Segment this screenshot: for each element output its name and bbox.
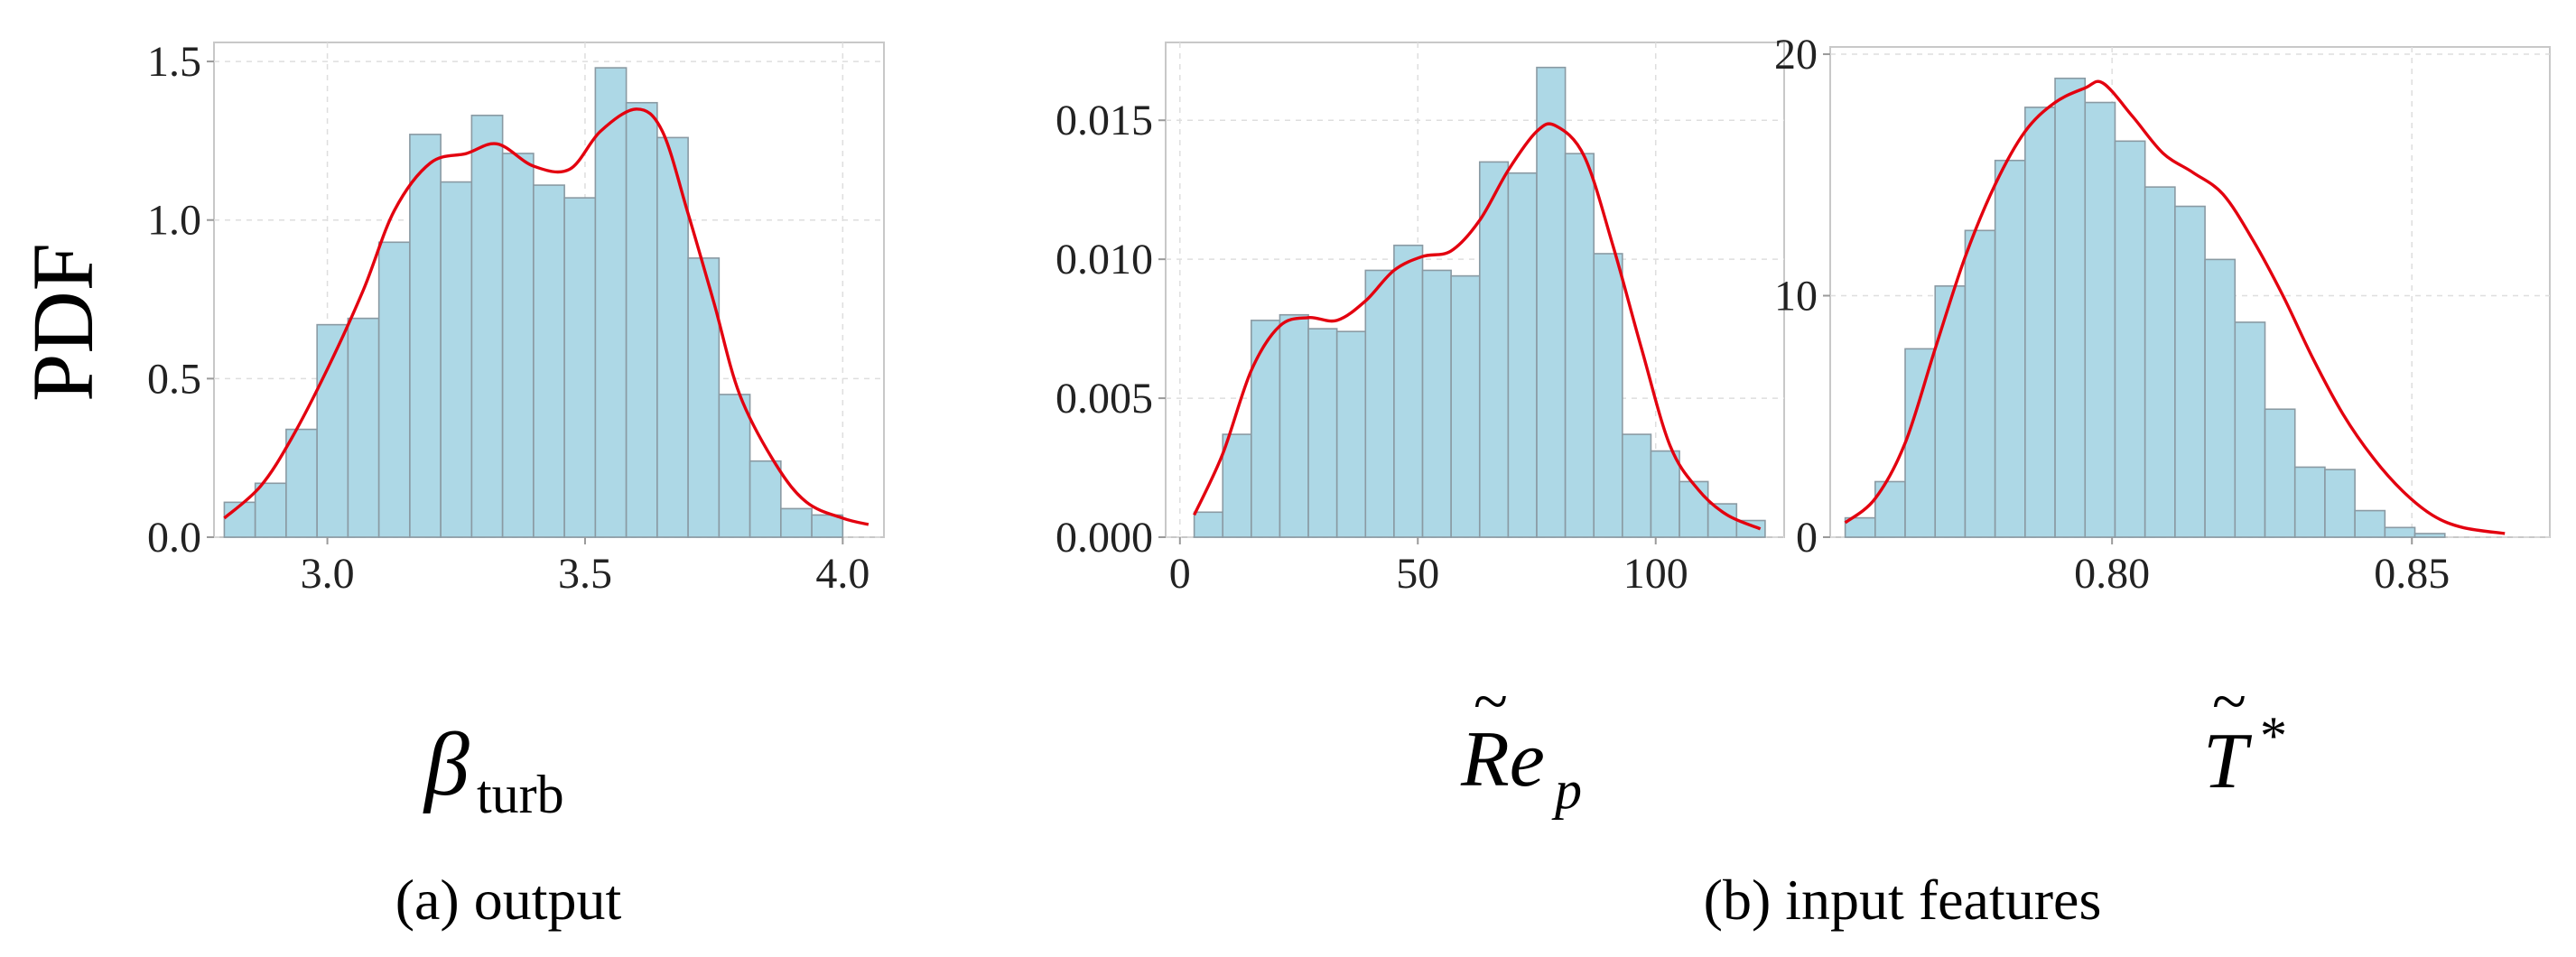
x-axis-label-beta-turb: β turb [423,714,564,824]
kde-curve [1844,79,2506,535]
histogram-bar [594,67,628,538]
histogram-bar [1450,274,1481,538]
histogram-bar [2114,140,2146,538]
histogram-bar [1478,161,1510,538]
histogram-bar [811,514,844,538]
histogram-bar [749,460,782,538]
x-tick-label: 0 [1169,550,1191,598]
histogram-bar [1507,172,1538,538]
histogram-bar [563,197,597,538]
histogram-bar [2204,258,2237,538]
histogram-bar [1364,269,1395,538]
histogram-bar [1679,480,1709,538]
x-tick-label: 0.80 [2074,550,2150,598]
histogram-bar [2354,509,2386,538]
x-axis-label-subscript: turb [477,765,564,824]
caption-b: (b) input features [1704,868,2102,932]
histogram-bar [1307,328,1338,538]
histogram-bar [2234,321,2266,538]
x-axis-label-tilde: ~ [2212,667,2246,737]
y-tick-label: 0.005 [1056,375,1153,423]
histogram-bar [254,482,287,538]
kde-curve [223,107,870,526]
histogram-bar [2144,186,2176,538]
y-tick-label: 1.0 [147,197,201,245]
histogram-bar [1593,253,1623,538]
x-axis-label-symbol: Re [1460,716,1545,804]
histogram-bar [1279,313,1309,538]
histogram-bar [285,428,318,538]
histogram-bar [1421,269,1452,538]
y-tick-label: 0.0 [147,514,201,562]
histogram-bar [1335,330,1367,538]
histogram-bar [2054,77,2087,538]
histogram-bar [1904,348,1937,538]
histogram-bar [2324,469,2356,538]
histogram-bar [2293,466,2326,538]
histogram-bar [533,184,565,538]
y-tick-label: 0.5 [147,355,201,403]
histogram-bar [470,114,504,538]
x-axis-label-t-star: T ~ * [2203,667,2287,805]
histogram-bar [1251,320,1281,538]
histogram-re-p: 0 50 100 0.000 0.005 0.010 0.015 Re ~ p [1056,42,1785,820]
x-tick-label: 0.85 [2374,550,2450,598]
y-tick-label: 0.010 [1056,236,1153,283]
histogram-bar [2264,408,2296,538]
histogram-bar [625,101,658,538]
x-axis-label-superscript: * [2260,706,2287,766]
histogram-bar [1622,433,1652,538]
histogram-bar [1934,285,1967,538]
x-axis-label-symbol: β [423,714,470,814]
y-tick-label: 0.000 [1056,514,1153,562]
histogram-bar [347,317,380,538]
histogram-bar [1193,511,1224,538]
histogram-bar [1994,159,2026,538]
histogram-bar [1735,519,1766,538]
histogram-bar [656,136,689,538]
histogram-bar [1706,503,1738,538]
histogram-bar [1564,153,1595,538]
histogram-bar [1536,66,1567,538]
histogram-bar [718,394,751,538]
x-axis-label-symbol: T [2203,718,2253,805]
x-tick-label: 4.0 [815,550,870,598]
y-tick-label: 0 [1796,514,1818,562]
histogram-bar [501,153,535,538]
x-axis-label-re-p: Re ~ p [1460,667,1582,820]
caption-a: (a) output [395,868,622,932]
kde-curve [1193,122,1762,531]
histogram-bar [409,134,442,538]
y-tick-label: 1.5 [147,38,201,86]
y-tick-label: 20 [1774,31,1818,79]
x-axis-label-subscript: p [1551,760,1582,820]
histogram-bar [780,507,813,538]
histogram-bar [223,501,256,538]
histogram-bar [377,241,411,538]
histogram-bar [2413,533,2446,538]
x-tick-label: 3.0 [301,550,355,598]
histogram-beta-turb: 3.0 3.5 4.0 0.0 0.5 1.0 1.5 β turb [147,38,885,824]
histogram-bar [2084,101,2116,538]
x-axis-label-tilde: ~ [1474,667,1508,737]
x-tick-label: 50 [1396,550,1439,598]
histogram-t-star: 0.80 0.85 0 10 20 T ~ * [1774,31,2551,805]
x-tick-label: 100 [1623,550,1688,598]
histogram-bar [1393,244,1424,538]
histogram-bar [2024,107,2056,538]
histogram-bar [2384,526,2416,538]
x-tick-label: 3.5 [558,550,612,598]
y-tick-label: 10 [1774,273,1818,321]
y-tick-label: 0.015 [1056,97,1153,144]
histogram-bar [1964,229,1996,538]
histogram-bar [1222,433,1252,538]
y-axis-label: PDF [14,243,111,402]
histogram-bar [1650,450,1680,538]
histogram-bar [440,181,473,538]
histogram-bar [2174,205,2206,538]
